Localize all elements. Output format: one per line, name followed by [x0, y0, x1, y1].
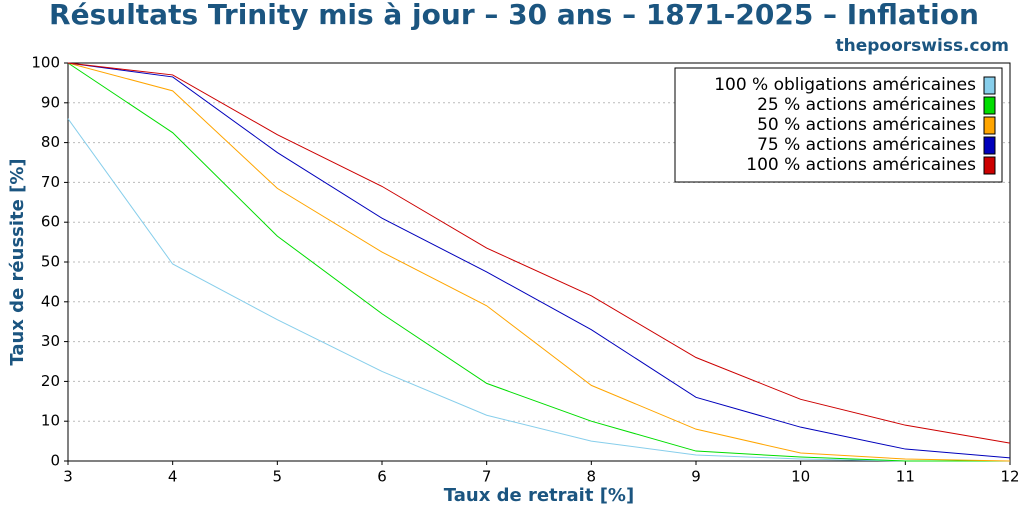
series-line — [67, 62, 1011, 459]
x-tick-label: 7 — [482, 468, 492, 486]
legend-swatch — [983, 76, 996, 95]
y-axis-label: Taux de réussite [%] — [7, 158, 28, 365]
legend-swatch — [983, 136, 996, 155]
legend-label: 100 % actions américaines — [746, 155, 976, 175]
x-tick-label: 6 — [377, 468, 387, 486]
x-tick-label: 10 — [791, 468, 810, 486]
x-tick-label: 11 — [896, 468, 915, 486]
series-line — [67, 118, 1010, 462]
legend-label: 75 % actions américaines — [757, 135, 976, 155]
x-tick-label: 4 — [168, 468, 178, 486]
legend-box — [674, 67, 1003, 183]
subtitle: thepoorswiss.com — [836, 36, 1010, 56]
y-tick-label: 70 — [41, 173, 60, 191]
y-tick-label: 40 — [41, 292, 60, 310]
plot-frame — [67, 62, 1011, 462]
legend-swatch — [983, 96, 996, 115]
y-tick-label: 60 — [41, 213, 60, 231]
chart-title: Résultats Trinity mis à jour – 30 ans – … — [49, 0, 979, 31]
legend-swatch — [983, 116, 996, 135]
series-line — [67, 62, 1010, 462]
y-tick-label: 20 — [41, 372, 60, 390]
y-tick-label: 10 — [41, 412, 60, 430]
x-tick-label: 3 — [63, 468, 73, 486]
y-tick-label: 80 — [41, 133, 60, 151]
series-line — [67, 62, 1011, 462]
series-line — [67, 62, 1011, 444]
legend-swatch — [983, 156, 996, 175]
y-tick-label: 30 — [41, 332, 60, 350]
y-tick-label: 0 — [50, 452, 60, 470]
y-tick-label: 50 — [41, 253, 60, 271]
x-axis-label: Taux de retrait [%] — [444, 485, 634, 506]
x-tick-label: 12 — [1000, 468, 1019, 486]
x-tick-label: 5 — [273, 468, 283, 486]
legend-label: 25 % actions américaines — [757, 95, 976, 115]
x-tick-label: 9 — [691, 468, 701, 486]
legend-label: 50 % actions américaines — [757, 115, 976, 135]
legend-label: 100 % obligations américaines — [714, 75, 976, 95]
y-tick-label: 90 — [41, 93, 60, 111]
y-tick-label: 100 — [31, 54, 60, 72]
x-tick-label: 8 — [587, 468, 597, 486]
